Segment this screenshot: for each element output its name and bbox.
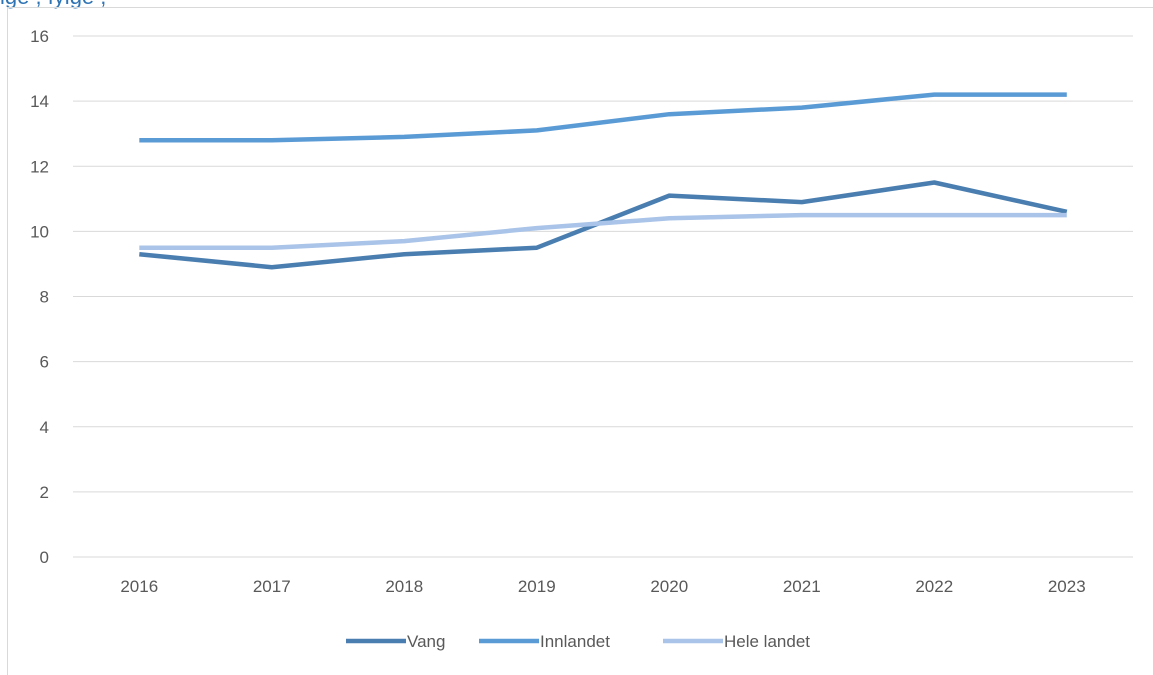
legend-label-innlandet: Innlandet (540, 632, 610, 651)
legend: Vang Innlandet Hele landet (346, 632, 810, 651)
x-tick-label: 2019 (518, 577, 556, 596)
x-tick-label: 2018 (385, 577, 423, 596)
series-lines (139, 92, 1068, 270)
y-tick-label: 10 (30, 222, 49, 241)
y-tick-label: 14 (30, 92, 49, 111)
x-tick-label: 2023 (1048, 577, 1086, 596)
x-tick-label: 2017 (253, 577, 291, 596)
x-tick-label: 2021 (783, 577, 821, 596)
y-tick-label: 2 (40, 483, 49, 502)
y-tick-label: 12 (30, 157, 49, 176)
figure-caption: ige , fylge , (0, 0, 106, 10)
y-tick-label: 4 (40, 418, 49, 437)
y-tick-label: 16 (30, 27, 49, 46)
y-tick-label: 6 (40, 353, 49, 372)
series-line-innlandet (139, 92, 1067, 143)
y-axis-ticks: 0 2 4 6 8 10 12 14 16 (30, 27, 49, 567)
legend-label-vang: Vang (407, 632, 445, 651)
series-line-hele-landet (139, 212, 1067, 250)
legend-label-hele-landet: Hele landet (724, 632, 810, 651)
chart-frame (7, 7, 1153, 675)
x-tick-label: 2016 (120, 577, 158, 596)
x-axis-ticks: 2016 2017 2018 2019 2020 2021 2022 2023 (120, 577, 1085, 596)
x-tick-label: 2020 (650, 577, 688, 596)
y-tick-label: 0 (40, 548, 49, 567)
gridlines (73, 35, 1133, 558)
x-tick-label: 2022 (915, 577, 953, 596)
y-tick-label: 8 (40, 288, 49, 307)
